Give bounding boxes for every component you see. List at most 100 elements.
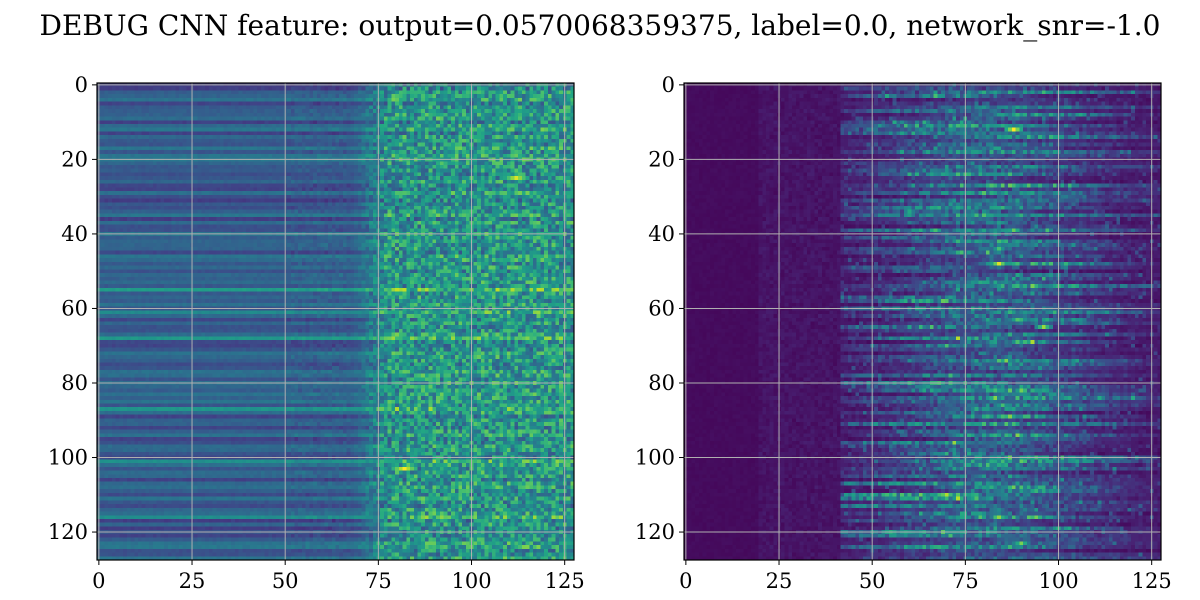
heatmap-cell bbox=[402, 198, 407, 203]
heatmap-cell bbox=[533, 131, 538, 136]
heatmap-cell bbox=[477, 164, 482, 170]
heatmap-cell bbox=[290, 202, 295, 207]
heatmap-cell bbox=[514, 172, 519, 177]
heatmap-cell bbox=[193, 123, 199, 129]
heatmap-cell bbox=[473, 153, 478, 158]
heatmap-cell bbox=[313, 105, 318, 110]
heatmap-cell bbox=[492, 150, 497, 155]
heatmap-cell bbox=[257, 86, 262, 91]
heatmap-cell bbox=[324, 187, 329, 192]
heatmap-cell bbox=[238, 105, 243, 110]
heatmap-cell bbox=[350, 187, 355, 192]
heatmap-cell bbox=[480, 127, 485, 132]
heatmap-cell bbox=[380, 220, 385, 226]
heatmap-cell bbox=[149, 161, 154, 166]
heatmap-cell bbox=[462, 202, 467, 207]
heatmap-cell bbox=[503, 86, 508, 91]
heatmap-cell bbox=[111, 86, 117, 91]
heatmap-cell bbox=[439, 164, 444, 170]
heatmap-cell bbox=[458, 172, 463, 177]
heatmap-cell bbox=[410, 168, 415, 173]
heatmap-cell bbox=[365, 179, 370, 185]
heatmap-cell bbox=[257, 183, 262, 188]
heatmap-cell bbox=[231, 205, 236, 211]
heatmap-cell bbox=[115, 105, 120, 110]
heatmap-cell bbox=[219, 194, 225, 199]
heatmap-cell bbox=[451, 146, 456, 151]
heatmap-cell bbox=[372, 183, 377, 188]
heatmap-cell bbox=[249, 94, 254, 99]
heatmap-cell bbox=[495, 183, 500, 188]
heatmap-cell bbox=[451, 138, 456, 144]
heatmap-cell bbox=[164, 142, 169, 147]
heatmap-cell bbox=[152, 168, 158, 173]
heatmap-cell bbox=[152, 194, 158, 199]
heatmap-cell bbox=[115, 164, 120, 170]
heatmap-cell bbox=[357, 168, 362, 173]
heatmap-cell bbox=[123, 153, 128, 158]
heatmap-cell bbox=[443, 202, 448, 207]
heatmap-cell bbox=[287, 205, 292, 211]
heatmap-cell bbox=[391, 217, 396, 222]
heatmap-cell bbox=[391, 198, 396, 203]
heatmap-cell bbox=[320, 164, 325, 170]
heatmap-cell bbox=[339, 224, 344, 229]
heatmap-cell bbox=[231, 217, 236, 222]
heatmap-cell bbox=[100, 183, 105, 188]
heatmap-cell bbox=[566, 116, 571, 121]
heatmap-cell bbox=[301, 146, 307, 151]
heatmap-cell bbox=[201, 209, 206, 214]
heatmap-cell bbox=[503, 183, 508, 188]
heatmap-cell bbox=[279, 176, 284, 181]
heatmap-cell bbox=[473, 86, 478, 91]
heatmap-cell bbox=[410, 220, 415, 226]
heatmap-cell bbox=[175, 131, 180, 136]
heatmap-cell bbox=[193, 220, 199, 226]
heatmap-cell bbox=[227, 138, 232, 144]
heatmap-cell bbox=[436, 150, 441, 155]
heatmap-cell bbox=[387, 86, 392, 91]
heatmap-cell bbox=[443, 135, 448, 140]
heatmap-cell bbox=[219, 105, 225, 110]
heatmap-cell bbox=[242, 191, 247, 196]
heatmap-cell bbox=[115, 176, 120, 181]
heatmap-cell bbox=[462, 150, 467, 155]
heatmap-cell bbox=[354, 176, 359, 181]
heatmap-cell bbox=[104, 90, 109, 95]
heatmap-cell bbox=[424, 142, 430, 147]
heatmap-cell bbox=[301, 205, 307, 211]
heatmap-cell bbox=[178, 135, 184, 140]
heatmap-cell bbox=[346, 146, 351, 151]
heatmap-cell bbox=[208, 109, 213, 114]
heatmap-cell bbox=[275, 105, 281, 110]
heatmap-cell bbox=[421, 86, 426, 91]
heatmap-cell bbox=[521, 116, 526, 121]
heatmap-cell bbox=[316, 109, 321, 114]
heatmap-cell bbox=[462, 86, 467, 91]
heatmap-cell bbox=[100, 191, 105, 196]
heatmap-cell bbox=[320, 146, 325, 151]
heatmap-cell bbox=[156, 138, 161, 144]
heatmap-cell bbox=[137, 105, 143, 110]
heatmap-cell bbox=[111, 153, 117, 158]
heatmap-cell bbox=[335, 131, 340, 136]
heatmap-cell bbox=[417, 217, 422, 222]
heatmap-cell bbox=[540, 164, 545, 170]
heatmap-cell bbox=[398, 112, 403, 117]
heatmap-cell bbox=[134, 97, 139, 103]
heatmap-cell bbox=[294, 112, 299, 117]
heatmap-cell bbox=[164, 191, 169, 196]
heatmap-cell bbox=[123, 202, 128, 207]
heatmap-cell bbox=[160, 172, 165, 177]
heatmap-cell bbox=[264, 205, 269, 211]
heatmap-cell bbox=[465, 101, 471, 106]
heatmap-cell bbox=[350, 183, 355, 188]
heatmap-cell bbox=[264, 146, 269, 151]
heatmap-cell bbox=[126, 205, 131, 211]
heatmap-cell bbox=[503, 131, 508, 136]
heatmap-cell bbox=[432, 179, 437, 185]
heatmap-cell bbox=[458, 142, 463, 147]
heatmap-cell bbox=[208, 146, 213, 151]
heatmap-cell bbox=[227, 94, 232, 99]
heatmap-cell bbox=[518, 191, 523, 196]
